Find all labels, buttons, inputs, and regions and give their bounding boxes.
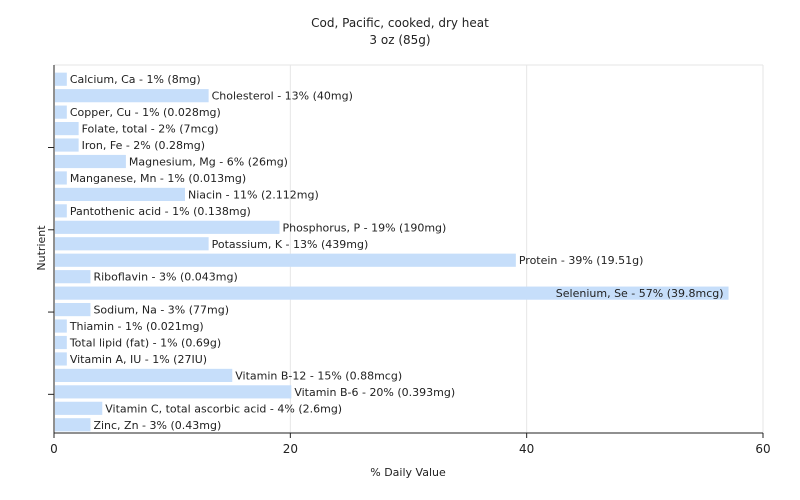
bar-label-21: Zinc, Zn - 3% (0.43mg) bbox=[93, 419, 221, 432]
bar-12 bbox=[55, 270, 91, 284]
bar-label-14: Sodium, Na - 3% (77mg) bbox=[93, 304, 229, 317]
bar-label-16: Total lipid (fat) - 1% (0.69g) bbox=[69, 337, 221, 350]
bar-label-8: Pantothenic acid - 1% (0.138mg) bbox=[70, 205, 251, 218]
bar-label-15: Thiamin - 1% (0.021mg) bbox=[69, 320, 204, 333]
bar-8 bbox=[55, 204, 67, 218]
bar-label-9: Phosphorus, P - 19% (190mg) bbox=[283, 221, 447, 234]
bar-label-5: Magnesium, Mg - 6% (26mg) bbox=[129, 156, 288, 169]
bar-19 bbox=[55, 385, 292, 399]
bar-label-10: Potassium, K - 13% (439mg) bbox=[212, 238, 369, 251]
x-tick-label-0: 0 bbox=[50, 442, 58, 456]
bar-label-18: Vitamin B-12 - 15% (0.88mcg) bbox=[235, 369, 402, 382]
bar-label-6: Manganese, Mn - 1% (0.013mg) bbox=[70, 172, 246, 185]
bar-18 bbox=[55, 368, 233, 382]
bar-label-1: Cholesterol - 13% (40mg) bbox=[212, 90, 353, 103]
bar-label-17: Vitamin A, IU - 1% (27IU) bbox=[70, 353, 207, 366]
bar-7 bbox=[55, 187, 185, 201]
bar-11 bbox=[55, 253, 516, 267]
bar-5 bbox=[55, 154, 126, 169]
bar-9 bbox=[55, 220, 280, 234]
bar-4 bbox=[55, 138, 79, 152]
bar-label-11: Protein - 39% (19.51g) bbox=[519, 254, 644, 267]
bar-15 bbox=[55, 319, 67, 333]
gridlines bbox=[54, 64, 764, 433]
y-axis-label: Nutrient bbox=[35, 225, 48, 271]
bar-label-3: Folate, total - 2% (7mcg) bbox=[82, 123, 219, 136]
bar-20 bbox=[55, 401, 103, 415]
bar-label-13: Selenium, Se - 57% (39.8mcg) bbox=[556, 287, 724, 300]
x-axis-label: % Daily Value bbox=[370, 466, 446, 479]
chart-title: Cod, Pacific, cooked, dry heat bbox=[311, 16, 489, 30]
bar-label-12: Riboflavin - 3% (0.043mg) bbox=[93, 271, 237, 284]
bar-3 bbox=[55, 122, 79, 136]
bar-2 bbox=[55, 105, 67, 119]
bars: Calcium, Ca - 1% (8mg) Cholesterol - 13% … bbox=[55, 72, 729, 432]
bar-21 bbox=[55, 418, 91, 432]
bar-0 bbox=[55, 72, 67, 86]
x-tick-label-1: 20 bbox=[283, 442, 298, 456]
bar-label-20: Vitamin C, total ascorbic acid - 4% (2.6… bbox=[105, 402, 342, 415]
bar-14 bbox=[55, 303, 91, 317]
bar-label-4: Iron, Fe - 2% (0.28mg) bbox=[82, 139, 205, 152]
bar-6 bbox=[55, 171, 67, 185]
bar-1 bbox=[55, 89, 209, 103]
axes: 0 20 40 60 bbox=[48, 65, 771, 456]
bar-17 bbox=[55, 352, 67, 366]
x-tick-label-3: 60 bbox=[755, 442, 770, 456]
x-tick-label-2: 40 bbox=[519, 442, 534, 456]
bar-13 bbox=[55, 286, 729, 300]
chart-subtitle: 3 oz (85g) bbox=[369, 33, 430, 47]
bar-label-7: Niacin - 11% (2.112mg) bbox=[188, 188, 319, 201]
bar-label-0: Calcium, Ca - 1% (8mg) bbox=[70, 73, 201, 86]
bar-label-19: Vitamin B-6 - 20% (0.393mg) bbox=[294, 386, 455, 399]
bar-label-2: Copper, Cu - 1% (0.028mg) bbox=[70, 106, 221, 119]
bar-10 bbox=[55, 237, 209, 251]
bar-16 bbox=[55, 335, 67, 350]
